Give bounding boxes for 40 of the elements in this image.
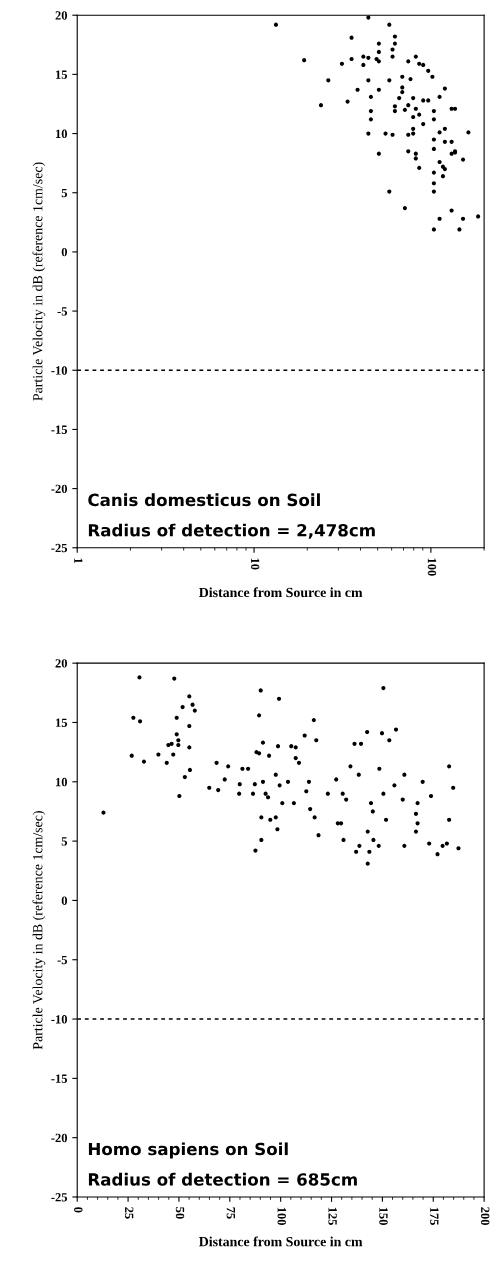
x-tick-label: 175 <box>430 1207 439 1226</box>
x-axis-title: Distance from Source in cm <box>199 587 363 598</box>
x-tick-label: 150 <box>379 1207 388 1225</box>
x-tick-label: 10 <box>250 558 260 570</box>
y-tick-label: 5 <box>61 188 68 198</box>
y-tick-label: -20 <box>51 1133 68 1143</box>
x-tick-label: 125 <box>328 1207 337 1226</box>
annotation: Canis domesticus on Soil <box>88 493 320 507</box>
x-axis-title: Distance from Source in cm <box>199 1236 363 1247</box>
x-tick-label: 75 <box>226 1207 235 1219</box>
y-tick-label: -20 <box>51 484 68 494</box>
x-tick-label: 1 <box>74 558 83 564</box>
y-tick-label: 10 <box>56 129 68 139</box>
annotation: Radius of detection = 685cm <box>88 1172 357 1186</box>
y-tick-label: -5 <box>57 307 68 316</box>
x-tick-label: 100 <box>427 558 437 576</box>
y-tick-label: -10 <box>51 366 68 375</box>
y-axis-title: Particle Velocity in dB (reference 1cm/sec) <box>32 811 46 1050</box>
x-tick-label: 25 <box>124 1207 134 1219</box>
y-tick-label: -5 <box>57 955 68 965</box>
y-tick-label: 20 <box>55 11 68 20</box>
x-tick-label: 50 <box>175 1207 185 1219</box>
y-tick-label: 15 <box>56 70 68 79</box>
y-tick-label: -25 <box>51 543 68 553</box>
x-tick-label: 0 <box>74 1207 83 1213</box>
y-tick-label: 15 <box>56 718 68 727</box>
y-tick-label: 0 <box>61 896 68 905</box>
y-tick-label: 10 <box>56 777 68 787</box>
y-tick-label: 0 <box>61 247 68 257</box>
y-tick-label: -15 <box>51 425 68 434</box>
annotation: Radius of detection = 2,478cm <box>88 523 375 539</box>
y-tick-label: 20 <box>55 659 68 668</box>
annotation: Homo sapiens on Soil <box>88 1142 288 1159</box>
y-axis-title: Particle Velocity in dB (reference 1cm/sec) <box>32 162 46 401</box>
y-tick-label: -25 <box>51 1193 68 1202</box>
y-tick-label: -15 <box>51 1074 68 1083</box>
x-tick-label: 200 <box>480 1207 490 1225</box>
x-tick-label: 100 <box>277 1207 286 1225</box>
y-tick-label: 5 <box>61 837 68 846</box>
y-tick-label: -10 <box>51 1015 68 1024</box>
